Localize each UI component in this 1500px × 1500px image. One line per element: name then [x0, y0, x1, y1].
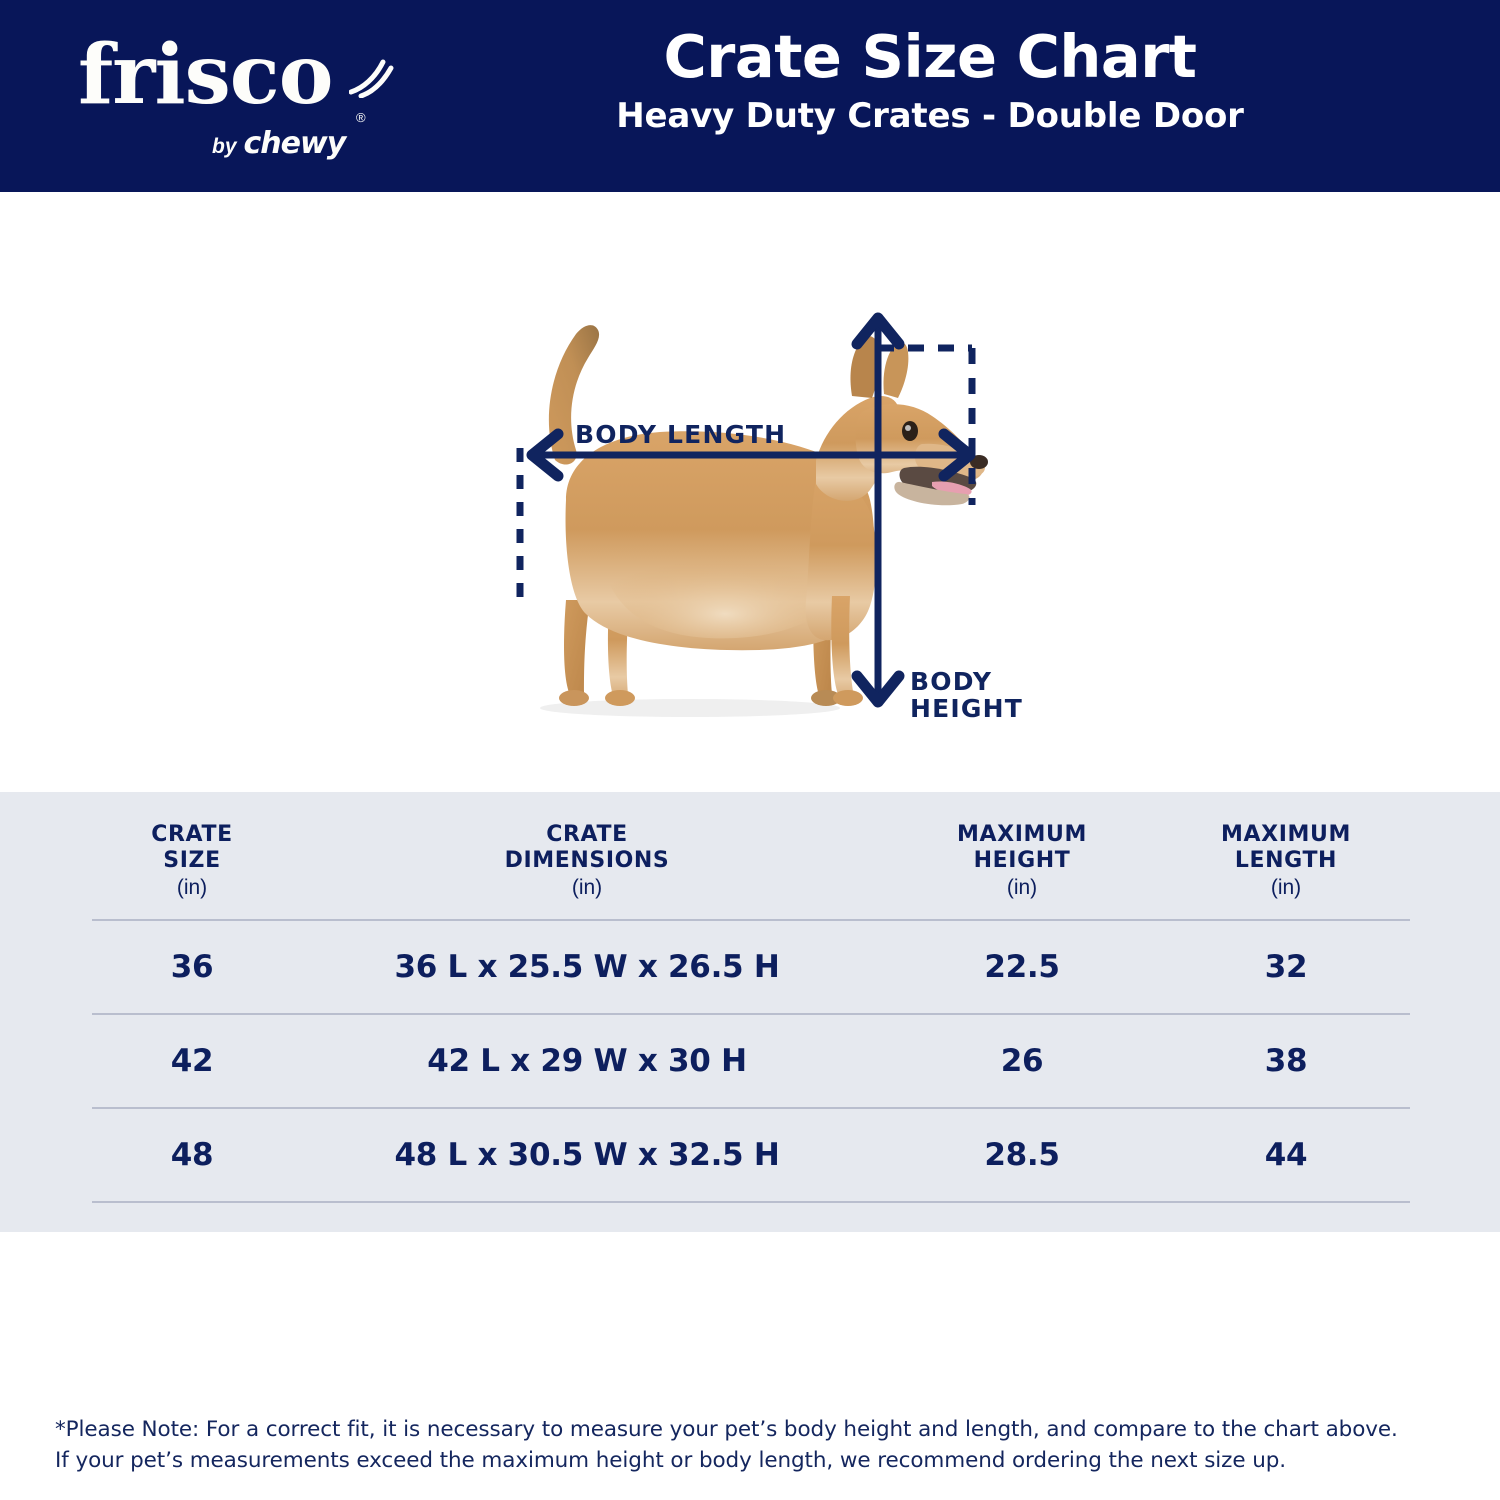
- swoosh-icon: [348, 58, 395, 99]
- header-title-block: Crate Size Chart Heavy Duty Crates - Dou…: [420, 22, 1440, 137]
- table-row: 42 42 L x 29 W x 30 H 26 38: [92, 1013, 1410, 1109]
- cell-crate-size: 48: [92, 1107, 292, 1204]
- cell-maximum-length: 32: [1162, 919, 1410, 1015]
- header-line1: MAXIMUM: [957, 822, 1087, 847]
- header-line2: HEIGHT: [973, 847, 1071, 873]
- by-chewy-lockup: by chewy: [212, 126, 347, 161]
- measurement-overlay: [516, 312, 976, 708]
- table-row: 36 36 L x 25.5 W x 26.5 H 22.5 32: [92, 919, 1410, 1015]
- dog-illustration: [548, 325, 988, 706]
- footnote-line2: If your pet’s measurements exceed the ma…: [55, 1447, 1287, 1473]
- header-line1: CRATE: [151, 822, 233, 847]
- size-table-band: CRATE SIZE (in) CRATE DIMENSIONS (in) MA…: [0, 792, 1500, 1232]
- table-row: 48 48 L x 30.5 W x 32.5 H 28.5 44: [92, 1107, 1410, 1204]
- body-length-label: BODY LENGTH: [575, 420, 787, 449]
- cell-crate-dimensions: 42 L x 29 W x 30 H: [292, 1013, 882, 1109]
- header-unit: (in): [571, 875, 603, 899]
- header-unit: (in): [176, 875, 208, 899]
- by-label: by: [212, 135, 237, 158]
- cell-maximum-length: 38: [1162, 1013, 1410, 1109]
- cell-crate-dimensions: 48 L x 30.5 W x 32.5 H: [292, 1107, 882, 1204]
- table-header: CRATE SIZE (in) CRATE DIMENSIONS (in) MA…: [92, 792, 1410, 920]
- chewy-wordmark: chewy: [243, 126, 347, 161]
- header-line2: SIZE: [163, 847, 221, 873]
- header-line1: MAXIMUM: [1221, 822, 1351, 847]
- column-header-maximum-length: MAXIMUM LENGTH (in): [1162, 792, 1410, 920]
- column-header-maximum-height: MAXIMUM HEIGHT (in): [882, 792, 1162, 920]
- dog-measurement-diagram: [480, 300, 1040, 740]
- page-header: frisco ® by chewy Crate Size Chart Heavy…: [0, 0, 1500, 192]
- header-unit: (in): [1270, 875, 1302, 899]
- cell-crate-dimensions: 36 L x 25.5 W x 26.5 H: [292, 919, 882, 1015]
- body-height-label-line2: HEIGHT: [910, 694, 1023, 723]
- registered-mark: ®: [356, 110, 366, 125]
- page-subtitle: Heavy Duty Crates - Double Door: [616, 96, 1244, 137]
- header-line1: CRATE: [546, 822, 628, 847]
- cell-crate-size: 36: [92, 919, 292, 1015]
- table-header-row: CRATE SIZE (in) CRATE DIMENSIONS (in) MA…: [92, 792, 1410, 920]
- arrow-head-up: [851, 312, 905, 350]
- cell-maximum-height: 22.5: [882, 919, 1162, 1015]
- footnote-line1: *Please Note: For a correct fit, it is n…: [55, 1417, 1398, 1442]
- body-height-label: BODY HEIGHT: [910, 668, 1023, 722]
- column-header-crate-dimensions: CRATE DIMENSIONS (in): [292, 792, 882, 920]
- table-body: 36 36 L x 25.5 W x 26.5 H 22.5 32 42 42 …: [92, 919, 1410, 1204]
- cell-maximum-height: 26: [882, 1013, 1162, 1109]
- header-unit: (in): [1006, 875, 1038, 899]
- header-line2: DIMENSIONS: [504, 847, 670, 873]
- body-height-label-line1: BODY: [910, 667, 993, 696]
- diagram-svg: [516, 312, 988, 717]
- page-title: Crate Size Chart: [663, 22, 1198, 91]
- column-header-crate-size: CRATE SIZE (in): [92, 792, 292, 920]
- frisco-logo: frisco ® by chewy: [72, 27, 395, 164]
- crate-size-table: CRATE SIZE (in) CRATE DIMENSIONS (in) MA…: [92, 792, 1410, 1204]
- arrow-head-left: [526, 428, 564, 482]
- header-line2: LENGTH: [1234, 847, 1338, 873]
- cell-crate-size: 42: [92, 1013, 292, 1109]
- frisco-wordmark: frisco: [78, 27, 333, 123]
- footnote: *Please Note: For a correct fit, it is n…: [55, 1415, 1455, 1476]
- cell-maximum-length: 44: [1162, 1107, 1410, 1204]
- arrow-head-down: [851, 670, 905, 708]
- cell-maximum-height: 28.5: [882, 1107, 1162, 1204]
- arrow-head-right: [938, 428, 976, 482]
